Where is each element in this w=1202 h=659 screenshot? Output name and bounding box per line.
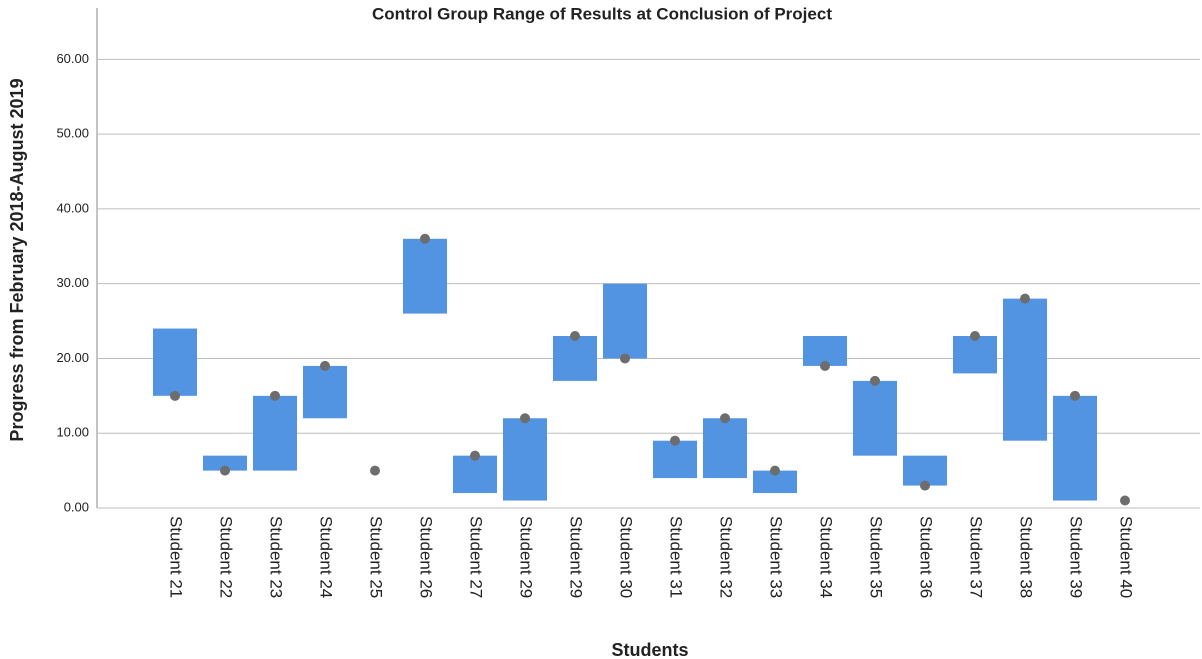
range-bar — [453, 455, 497, 494]
dot — [370, 465, 380, 476]
range-bar — [503, 418, 547, 501]
dot — [270, 390, 280, 401]
x-tick-label: Student 35 — [867, 516, 886, 598]
dot — [770, 465, 780, 476]
x-tick-label: Student 39 — [1067, 516, 1086, 598]
range-bar — [153, 328, 197, 396]
y-tick-label: 10.00 — [56, 425, 89, 440]
range-bar — [253, 395, 297, 471]
x-tick-label: Student 31 — [667, 516, 686, 598]
dot — [520, 413, 530, 424]
dot — [920, 480, 930, 491]
x-tick-label: Student 37 — [967, 516, 986, 598]
range-bar — [1003, 298, 1047, 441]
range-bar — [1053, 395, 1097, 501]
x-tick-label: Student 26 — [417, 516, 436, 598]
range-bar — [603, 283, 647, 359]
dot — [470, 450, 480, 461]
dot — [1070, 390, 1080, 401]
dot — [820, 360, 830, 371]
dot — [1020, 293, 1030, 304]
range-bar — [553, 336, 597, 381]
dot — [870, 375, 880, 386]
y-tick-label: 0.00 — [64, 499, 89, 514]
y-tick-label: 50.00 — [56, 126, 89, 141]
range-bar — [303, 365, 347, 419]
y-tick-label: 30.00 — [56, 275, 89, 290]
x-tick-label: Student 32 — [717, 516, 736, 598]
range-bar — [753, 470, 797, 494]
range-bar — [653, 440, 697, 479]
dot — [720, 413, 730, 424]
x-tick-label: Student 34 — [817, 516, 836, 598]
y-tick-label: 60.00 — [56, 51, 89, 66]
range-bar — [853, 380, 897, 456]
y-axis-label: Progress from February 2018-August 2019 — [7, 78, 27, 441]
dot — [970, 331, 980, 342]
y-tick-label: 20.00 — [56, 350, 89, 365]
dot — [670, 435, 680, 446]
x-tick-label: Student 22 — [217, 516, 236, 598]
x-tick-label: Student 29 — [567, 516, 586, 598]
x-tick-label: Student 38 — [1017, 516, 1036, 598]
x-tick-label: Student 40 — [1117, 516, 1136, 598]
x-axis-label: Students — [611, 640, 688, 659]
range-bar — [953, 336, 997, 374]
x-tick-label: Student 29 — [517, 516, 536, 598]
x-tick-label: Student 24 — [317, 516, 336, 598]
x-tick-label: Student 36 — [917, 516, 936, 598]
range-bar — [403, 238, 447, 314]
x-tick-label: Student 21 — [167, 516, 186, 598]
x-tick-label: Student 25 — [367, 516, 386, 598]
x-tick-label: Student 30 — [617, 516, 636, 598]
dot — [170, 390, 180, 401]
chart-title: Control Group Range of Results at Conclu… — [372, 4, 832, 23]
y-tick-label: 40.00 — [56, 200, 89, 215]
dot — [420, 233, 430, 244]
x-tick-label: Student 27 — [467, 516, 486, 598]
dot — [1120, 495, 1130, 506]
dot — [220, 465, 230, 476]
dot — [620, 353, 630, 364]
dot — [570, 331, 580, 342]
x-tick-label: Student 33 — [767, 516, 786, 598]
range-bar — [203, 455, 247, 471]
dot — [320, 360, 330, 371]
x-tick-label: Student 23 — [267, 516, 286, 598]
range-bar — [703, 418, 747, 479]
